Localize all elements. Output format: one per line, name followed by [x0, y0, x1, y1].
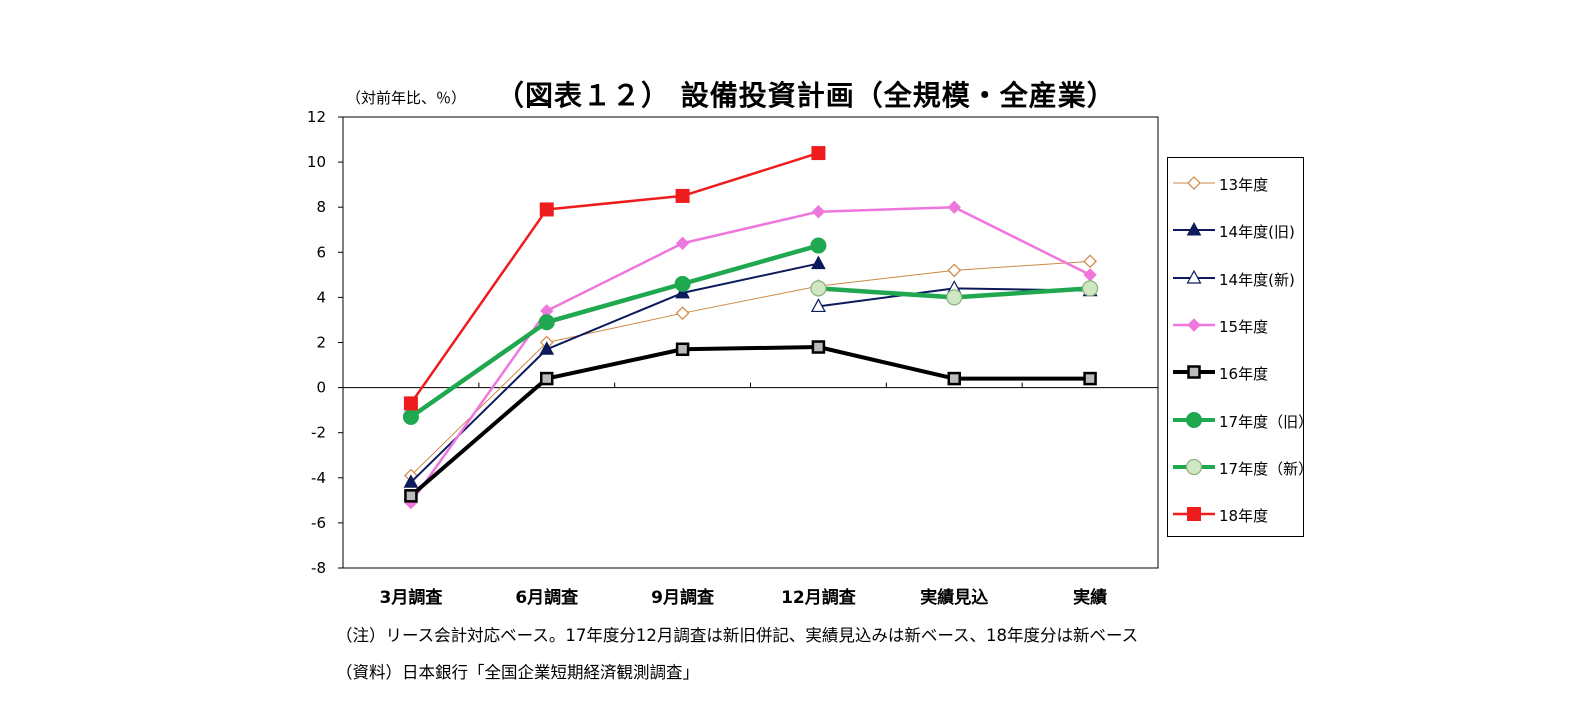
legend-item: 16年度	[1168, 360, 1305, 384]
legend-swatch	[1173, 365, 1215, 379]
legend-label: 14年度(新)	[1219, 270, 1295, 289]
legend-item: 17年度（新）	[1168, 455, 1313, 479]
data-point	[810, 280, 827, 297]
legend-marker	[1187, 365, 1201, 379]
y-tick-label: 2	[316, 334, 326, 352]
data-point	[675, 342, 690, 357]
y-tick-label: 6	[316, 243, 326, 261]
series-line	[409, 151, 819, 405]
data-point	[675, 284, 690, 299]
x-category-label: 6月調査	[515, 587, 579, 608]
y-axis-unit-label: （対前年比、％）	[346, 89, 467, 107]
data-point	[946, 289, 963, 306]
x-category-label: 実績見込	[920, 587, 988, 608]
data-point	[675, 236, 690, 250]
data-point	[810, 237, 827, 254]
y-tick-label: -2	[311, 424, 326, 442]
data-point	[403, 396, 418, 411]
data-point	[540, 371, 554, 386]
legend-swatch	[1173, 222, 1215, 236]
legend-label: 15年度	[1219, 317, 1269, 336]
data-point	[1083, 254, 1097, 269]
x-category-label: 3月調査	[379, 587, 443, 608]
note-lease-accounting: （注）リース会計対応ベース。17年度分12月調査は新旧併記、実績見込みは新ベース…	[336, 626, 1139, 645]
data-point	[1081, 280, 1099, 297]
data-point	[811, 205, 826, 219]
legend-marker	[1185, 458, 1203, 475]
data-point	[947, 371, 961, 386]
legend-item: 14年度(新)	[1168, 266, 1305, 290]
axis-layer: 12 10 8 6 4 2 0 -2 -4 -6 -8 3月調査 6月調査 9月調査 12月調査 実績見込 実績	[307, 108, 1158, 608]
legend-marker	[1186, 269, 1202, 284]
y-tick-label: 8	[316, 198, 326, 216]
data-point	[539, 202, 554, 217]
series-line	[409, 243, 820, 419]
legend-item: 15年度	[1168, 313, 1305, 337]
data-point	[404, 489, 418, 503]
y-tick-label: 0	[316, 379, 326, 397]
data-point	[947, 263, 962, 278]
legend-item: 13年度	[1168, 171, 1305, 195]
y-tick-label: -4	[311, 469, 326, 487]
data-point	[675, 306, 690, 321]
legend-label: 14年度(旧)	[1219, 223, 1295, 242]
series-3	[404, 200, 1097, 510]
data-point	[811, 340, 826, 354]
y-tick-label: 12	[307, 108, 326, 126]
x-category-label: 12月調査	[781, 587, 857, 608]
series-line	[410, 260, 1091, 476]
series-7	[403, 146, 826, 411]
chart-title: （図表１２） 設備投資計画（全規模・全産業）	[496, 79, 1116, 112]
x-category-label: 9月調査	[651, 587, 715, 608]
series-line	[410, 262, 819, 484]
legend-marker	[1186, 222, 1202, 236]
series-line	[409, 205, 1091, 504]
data-point	[947, 200, 961, 214]
legend-label: 17年度（新）	[1219, 459, 1314, 478]
y-tick-label: -6	[311, 514, 326, 532]
series-6	[810, 280, 1099, 306]
data-point	[810, 298, 826, 313]
data-point	[538, 314, 555, 331]
data-point	[1083, 371, 1097, 386]
legend-label: 16年度	[1219, 365, 1269, 384]
legend-label: 18年度	[1219, 507, 1269, 526]
data-point	[675, 188, 690, 203]
legend-item: 18年度	[1168, 502, 1305, 526]
legend-swatch	[1173, 507, 1215, 522]
data-point	[539, 341, 555, 355]
legend-marker	[1187, 318, 1201, 332]
legend-marker	[1187, 176, 1201, 190]
data-point	[674, 275, 691, 292]
legend-swatch	[1173, 411, 1215, 428]
plot-area	[342, 116, 1159, 569]
data-point	[402, 408, 419, 425]
series-layer	[402, 146, 1099, 510]
legend-marker	[1187, 507, 1201, 522]
series-1	[403, 255, 826, 488]
y-tick-label: 4	[316, 288, 326, 306]
legend-label: 13年度	[1219, 176, 1269, 194]
note-source: （資料）日本銀行「全国企業短期経済観測調査」	[336, 663, 699, 682]
legend-label: 17年度（旧）	[1219, 412, 1314, 431]
series-5	[402, 237, 827, 425]
legend-item: 17年度（旧）	[1168, 408, 1313, 432]
legend-swatch	[1173, 176, 1215, 190]
y-tick-label: -8	[311, 559, 326, 577]
series-line	[409, 345, 1091, 498]
legend-swatch	[1173, 318, 1215, 332]
series-4	[404, 340, 1097, 503]
data-point	[811, 146, 826, 161]
legend-marker	[1186, 411, 1202, 428]
legend-swatch	[1173, 458, 1215, 475]
x-category-label: 実績	[1073, 587, 1107, 608]
legend-swatch	[1173, 269, 1215, 284]
legend-item: 14年度(旧)	[1168, 218, 1305, 242]
data-point	[403, 474, 419, 488]
data-point	[811, 255, 826, 270]
y-tick-label: 10	[307, 153, 326, 171]
legend: 13年度 14年度(旧) 14年度(新) 15年度 16年度 17年度（旧） 17年度（新）…	[1167, 157, 1313, 537]
